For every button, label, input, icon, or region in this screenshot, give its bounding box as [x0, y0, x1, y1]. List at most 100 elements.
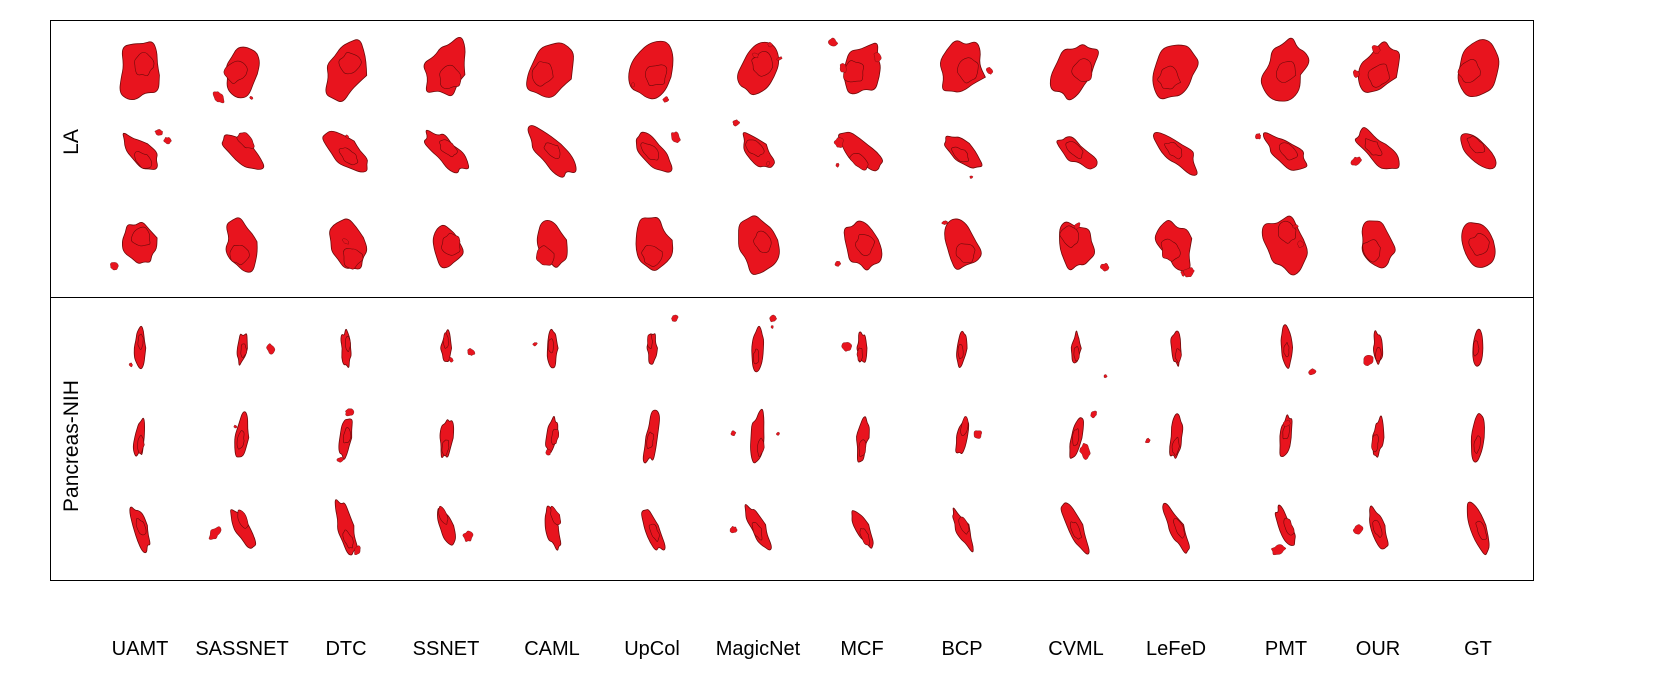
segmentation-fragment-sassnet-view-5: [233, 424, 238, 429]
segmentation-lobe-caml-view-3: [536, 245, 555, 266]
segmentation-lobe-cvml-view-4: [1073, 345, 1080, 362]
segmentation-lobe-cvml-view-5: [1072, 428, 1080, 447]
segmentation-lobe-mcf-view-6: [859, 528, 871, 546]
segmentation-fragment-uamt-view-3: [110, 262, 119, 271]
segmentation-lobe-ssnet-view-2: [439, 139, 458, 158]
segmentation-mask-magicnet-view-4: [751, 325, 765, 373]
segmentation-fragment-dtc-view-2: [345, 134, 349, 139]
method-label-dtc: DTC: [325, 638, 367, 660]
segmentation-lobe-pmt-view-2: [1278, 142, 1298, 161]
segmentation-lobe-our-view-1: [1367, 63, 1390, 88]
segmentation-fragment-mcf-view-1: [828, 37, 838, 47]
segmentation-lobe-uamt-view-6: [135, 518, 147, 536]
segmentation-fragment-pmt-view-3: [1297, 240, 1305, 248]
segmentation-lobe-gt-view-1: [1457, 58, 1481, 84]
segmentation-lobe-pmt-view-3: [1278, 220, 1297, 244]
segmentation-lobe-lefed-view-1: [1157, 65, 1182, 90]
segmentation-lobe-mcf-view-4: [856, 347, 863, 363]
segmentation-lobe-pmt-view-4: [1283, 342, 1290, 358]
segmentation-mask-caml-view-6: [544, 505, 562, 551]
segmentation-fragment-cvml-view-3: [1074, 222, 1081, 230]
segmentation-fragment-magicnet-view-2: [732, 119, 740, 127]
segmentation-lobe-ssnet-view-5: [441, 439, 450, 457]
segmentation-fragment-magicnet-view-1: [752, 52, 759, 59]
segmentation-fragment-lefed-view-5: [1145, 437, 1151, 444]
segmentation-fragment-caml-view-4: [532, 342, 538, 347]
segmentation-lobe-mcf-view-5: [858, 439, 867, 457]
segmentation-lobe-caml-view-5: [550, 428, 560, 445]
segmentation-fragment-dtc-view-5: [345, 408, 355, 417]
segmentation-lobe-lefed-view-4: [1174, 348, 1182, 364]
segmentation-lobe-bcp-view-6: [958, 516, 970, 535]
segmentation-lobe-upcol-view-1: [644, 64, 668, 86]
segmentation-fragment-dtc-view-3: [342, 238, 349, 245]
segmentation-mask-sassnet-view-6: [230, 509, 257, 549]
method-label-magicnet: MagicNet: [715, 638, 801, 660]
segmentation-fragment-cvml-view-5: [1079, 443, 1091, 460]
segmentation-lobe-upcol-view-3: [641, 245, 663, 267]
segmentation-lobe-uamt-view-1: [134, 52, 155, 77]
segmentation-lobe-upcol-view-2: [640, 142, 659, 161]
segmentation-fragment-upcol-view-2: [671, 131, 681, 143]
segmentation-lobe-upcol-view-6: [648, 523, 660, 542]
segmentation-lobe-lefed-view-5: [1171, 436, 1180, 456]
segmentation-fragment-upcol-view-1: [631, 82, 635, 88]
segmentation-lobe-dtc-view-5: [342, 427, 352, 444]
segmentation-fragment-mcf-view-2: [835, 162, 840, 168]
segmentation-fragment-bcp-view-2: [969, 175, 974, 179]
segmentation-mask-caml-view-5: [545, 415, 559, 454]
segmentation-lobe-mcf-view-2: [849, 152, 869, 171]
segmentation-lobe-sassnet-view-6: [237, 509, 249, 529]
segmentation-lobe-cvml-view-1: [1071, 58, 1093, 82]
segmentation-fragment-magicnet-view-1: [776, 56, 783, 61]
segmentation-lobe-cvml-view-6: [1069, 521, 1082, 540]
segmentation-fragment-sassnet-view-1: [249, 96, 254, 100]
segmentation-lobe-our-view-6: [1372, 519, 1383, 538]
segmentation-lobe-bcp-view-1: [957, 57, 979, 84]
segmentation-fragment-sassnet-view-6: [208, 526, 222, 540]
segmentation-mask-dtc-view-6: [334, 499, 359, 556]
segmentation-lobe-uamt-view-5: [137, 434, 145, 454]
method-label-lefed: LeFeD: [1145, 638, 1207, 660]
segmentation-lobe-ssnet-view-1: [439, 64, 462, 90]
segmentation-lobe-upcol-view-5: [646, 431, 655, 449]
segmentation-fragment-our-view-2: [1350, 156, 1362, 166]
segmentation-lobe-ssnet-view-6: [438, 505, 449, 525]
segmentation-fragment-our-view-6: [1352, 524, 1364, 535]
segmentation-lobe-gt-view-5: [1473, 435, 1481, 454]
segmentation-lobe-dtc-view-1: [338, 52, 362, 75]
segmentation-fragment-magicnet-view-6: [729, 526, 738, 534]
segmentation-fragment-uamt-view-2: [163, 137, 172, 145]
segmentation-lobe-lefed-view-6: [1173, 517, 1185, 539]
segmentation-fragment-uamt-view-2: [154, 129, 163, 136]
segmentation-fragment-dtc-view-5: [336, 456, 345, 463]
segmentation-lobe-gt-view-3: [1468, 232, 1490, 256]
segmentation-lobe-pmt-view-1: [1275, 61, 1297, 84]
method-label-our: OUR: [1355, 638, 1401, 660]
segmentation-lobe-caml-view-1: [531, 61, 554, 87]
segmentation-lobe-uamt-view-4: [137, 333, 144, 350]
method-label-cvml: CVML: [1048, 638, 1104, 660]
segmentation-fragment-pmt-view-4: [1308, 368, 1317, 376]
segmentation-fragment-bcp-view-1: [986, 67, 994, 75]
method-label-mcf: MCF: [840, 638, 884, 660]
segmentation-lobe-gt-view-2: [1466, 135, 1486, 154]
segmentation-lobe-sassnet-view-1: [223, 60, 248, 84]
segmentation-fragment-dtc-view-6: [354, 545, 361, 555]
segmentation-lobe-our-view-3: [1362, 239, 1381, 263]
segmentation-lobe-caml-view-4: [548, 338, 555, 354]
segmentation-fragment-magicnet-view-2: [766, 161, 770, 167]
segmentation-fragment-mcf-view-1: [839, 63, 847, 74]
segmentation-fragment-cvml-view-3: [1100, 262, 1110, 272]
segmentation-lobe-bcp-view-2: [951, 146, 970, 163]
segmentation-fragment-uamt-view-4: [128, 362, 133, 368]
segmentation-lobe-dtc-view-2: [338, 147, 359, 166]
segmentation-lobe-gt-view-6: [1475, 520, 1488, 540]
segmentation-fragment-sassnet-view-1: [212, 91, 225, 104]
method-label-ssnet: SSNET: [412, 638, 480, 660]
segmentation-fragment-cvml-view-4: [1103, 374, 1108, 379]
segmentation-lobe-uamt-view-3: [131, 226, 151, 247]
segmentation-fragment-magicnet-view-5: [776, 431, 780, 436]
segmentation-lobe-lefed-view-3: [1160, 238, 1181, 262]
